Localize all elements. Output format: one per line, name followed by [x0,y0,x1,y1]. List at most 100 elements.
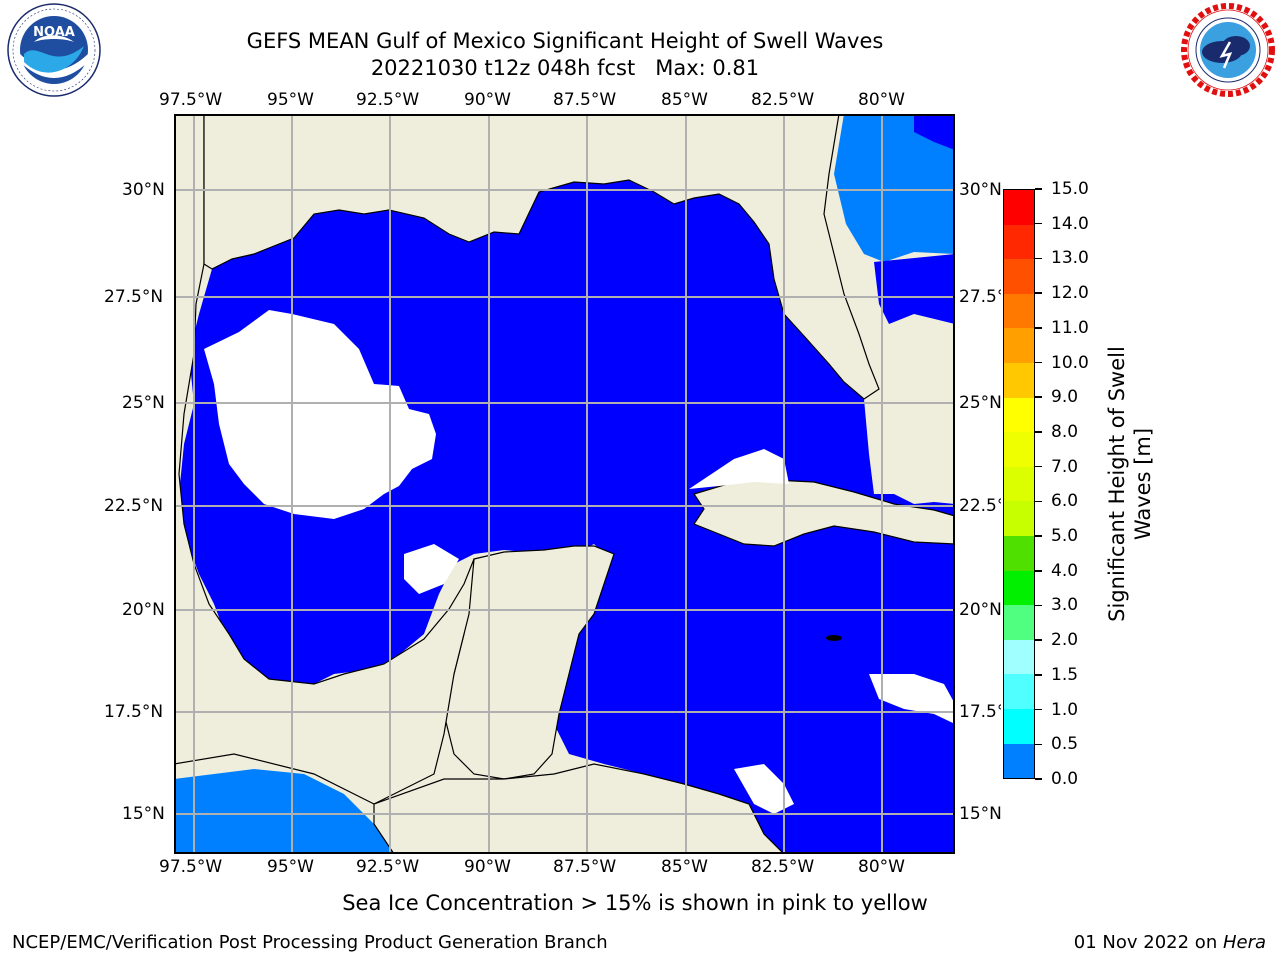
pacific-water-mid [174,769,394,854]
colorbar-tick-label: 0.5 [1051,734,1079,755]
colorbar-tick-mark [1035,778,1042,780]
colorbar-segment [1004,328,1034,363]
right-lat-label-0: 30°N [959,180,1001,200]
colorbar-tick-mark [1035,222,1042,225]
colorbar-tick-label: 14.0 [1051,213,1089,234]
right-lat-label-4: 20°N [959,600,1001,620]
top-lon-label-0: 97.5°W [159,90,223,110]
colorbar-tick-mark [1035,674,1042,676]
colorbar-tick-mark [1035,500,1042,503]
colorbar-tick-mark [1035,604,1042,607]
chart-subtitle: 20221030 t12z 048h fcst Max: 0.81 [370,56,760,80]
colorbar-tick-mark [1035,257,1042,260]
bottom-lon-label-1: 95°W [267,857,314,877]
bottom-lon-label-4: 87.5°W [553,857,617,877]
colorbar-segment [1004,639,1034,675]
colorbar-tick-mark [1035,327,1042,329]
machine-name: Hera [1222,932,1266,953]
bottom-lon-label-5: 85°W [661,857,708,877]
colorbar-segment [1004,432,1034,467]
left-lat-label-5: 17.5°N [104,702,164,722]
colorbar-tick-mark [1035,535,1042,537]
colorbar-segment [1004,570,1034,606]
colorbar-tick-mark [1035,743,1042,746]
colorbar-tick-mark [1035,570,1042,572]
bottom-lon-label-6: 82.5°W [751,857,815,877]
colorbar-tick-label: 9.0 [1051,387,1079,408]
colorbar-segment [1004,501,1034,536]
credit-text: NCEP/EMC/Verification Post Processing Pr… [12,932,608,953]
date-text: 01 Nov 2022 on [1073,932,1223,953]
left-lat-label-6: 15°N [122,804,165,824]
top-lon-label-3: 90°W [464,90,511,110]
left-lat-label-1: 27.5°N [104,287,164,307]
colorbar-tick-label: 7.0 [1051,456,1079,477]
right-lat-label-2: 25°N [959,393,1001,413]
top-lon-label-4: 87.5°W [553,90,617,110]
colorbar-ticks: 15.0 14.0 13.0 12.0 11.0 10.0 9.0 8.0 7.0 6.0 5.0 4… [1035,179,1095,789]
colorbar-tick-label: 11.0 [1051,317,1089,338]
colorbar-segment [1004,674,1034,709]
colorbar-segment [1004,362,1034,398]
right-lat-label-1: 27.5°N [959,287,1001,307]
colorbar-segment [1004,535,1034,571]
colorbar-segment [1004,190,1034,225]
colorbar [1003,189,1035,779]
left-lat-label-2: 25°N [122,393,165,413]
left-lat-label-4: 20°N [122,600,165,620]
top-lon-label-6: 82.5°W [751,90,815,110]
nws-logo [1178,2,1278,98]
top-lon-label-7: 80°W [858,90,905,110]
colorbar-tick-label: 12.0 [1051,283,1089,304]
colorbar-label-line2: Waves [m] [1131,427,1155,541]
atlantic-water-south [874,254,955,324]
sea-ice-note: Sea Ice Concentration > 15% is shown in … [342,891,928,915]
colorbar-tick-mark [1035,292,1042,294]
left-lat-label-0: 30°N [122,180,165,200]
colorbar-tick-mark [1035,431,1042,433]
colorbar-segment [1004,397,1034,433]
noaa-logo-text: NOAA [33,25,75,40]
nodata-region-cuba-north [689,449,789,489]
colorbar-tick-mark [1035,396,1042,398]
nodata-region-bay [404,544,459,594]
colorbar-segment [1004,224,1034,260]
atlantic-water-low [914,114,955,150]
colorbar-tick-label: 10.0 [1051,352,1089,373]
colorbar-segment [1004,605,1034,640]
colorbar-segment [1004,708,1034,744]
date-stamp: 01 Nov 2022 on Hera [1074,932,1266,953]
noaa-logo: NOAA [4,2,104,98]
chart-title: GEFS MEAN Gulf of Mexico Significant Hei… [246,29,884,53]
map-frame [174,114,955,854]
nodata-region-west-gulf [204,310,436,519]
colorbar-tick-label: 0.0 [1051,769,1079,789]
colorbar-tick-label: 4.0 [1051,560,1079,581]
colorbar-label-line1: Significant Height of Swell [1105,346,1129,622]
colorbar-tick-label: 1.0 [1051,699,1079,720]
right-lat-label-3: 22.5°N [959,496,1001,516]
bottom-lon-label-3: 90°W [464,857,511,877]
colorbar-segment [1004,259,1034,294]
colorbar-tick-label: 5.0 [1051,526,1079,547]
colorbar-tick-label: 1.5 [1051,664,1079,685]
right-lat-label-6: 15°N [959,804,1001,820]
right-lat-labels: 30°N 27.5°N 25°N 22.5°N 20°N 17.5°N 15°N [959,180,1001,820]
jamaica-land [826,635,842,641]
map-gridlines [174,114,955,854]
colorbar-segment [1004,466,1034,502]
colorbar-tick-label: 6.0 [1051,491,1079,512]
bottom-lon-label-0: 97.5°W [159,857,223,877]
colorbar-segment [1004,743,1034,779]
bottom-lon-label-2: 92.5°W [356,857,420,877]
colorbar-segment [1004,293,1034,329]
colorbar-tick-label: 2.0 [1051,630,1079,651]
colorbar-tick-mark [1035,639,1042,641]
bottom-lon-label-7: 80°W [858,857,905,877]
colorbar-tick-mark [1035,361,1042,364]
colorbar-tick-mark [1035,188,1042,190]
colorbar-label: Significant Height of Swell Waves [m] [1104,334,1156,634]
map-svg [173,113,956,855]
cuba-land [693,479,956,547]
colorbar-tick-mark [1035,708,1042,711]
